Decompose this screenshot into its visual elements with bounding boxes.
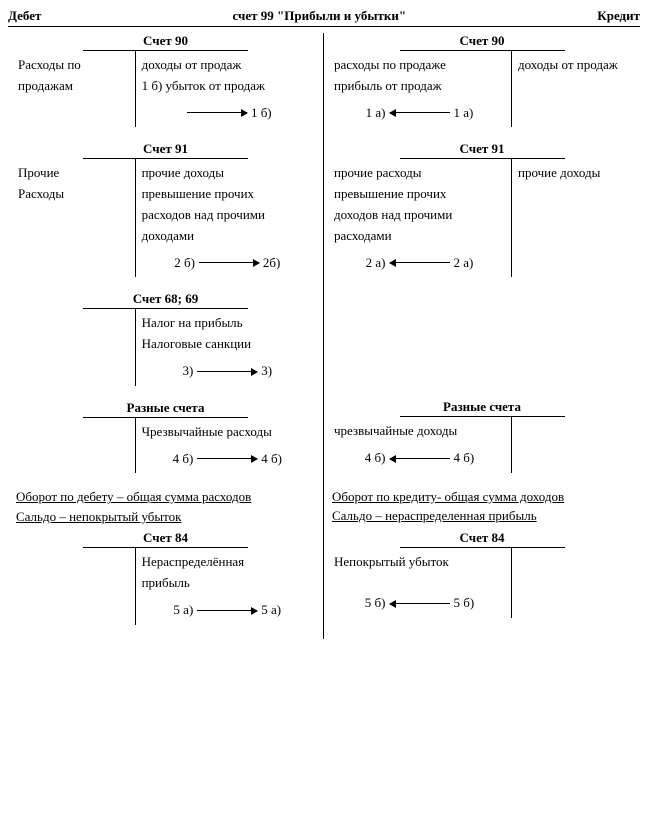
debit-misc-accounts: Разные счета Чрезвычайные расходы 4 б) 4… xyxy=(16,400,315,474)
t-left: прочие расходы превышение прочих доходов… xyxy=(332,159,512,277)
spacer xyxy=(332,291,632,399)
t-left xyxy=(16,548,136,624)
header-title: счет 99 "Прибыли и убытки" xyxy=(233,8,407,24)
arrow-left: 4 б) 4 б) xyxy=(334,448,505,469)
credit-account-84: Счет 84 Непокрытый убыток 5 б) 5 б) xyxy=(332,530,632,618)
debit-account-68-69: Счет 68; 69 Налог на прибыль Налоговые с… xyxy=(16,291,315,385)
arrow-left: 5 б) 5 б) xyxy=(334,593,505,614)
arrow-right: 4 б) 4 б) xyxy=(142,449,313,470)
t-right: доходы от продаж xyxy=(512,51,632,127)
arrow-left: 1 а) 1 а) xyxy=(334,103,505,124)
t-left: Расходы по продажам xyxy=(16,51,136,127)
header-credit: Кредит xyxy=(597,8,640,24)
debit-column: Счет 90 Расходы по продажам доходы от пр… xyxy=(8,33,324,639)
arrow-right: 2 б) 2б) xyxy=(142,253,313,274)
section-title: Разные счета xyxy=(83,400,247,418)
t-right: доходы от продаж 1 б) убыток от продаж 1… xyxy=(136,51,315,127)
debit-account-91: Счет 91 Прочие Расходы прочие доходы пре… xyxy=(16,141,315,277)
t-left xyxy=(16,418,136,474)
t-right: Налог на прибыль Налоговые санкции 3) 3) xyxy=(136,309,315,385)
credit-misc-accounts: Разные счета чрезвычайные доходы 4 б) 4 … xyxy=(332,399,632,473)
section-title: Счет 90 xyxy=(83,33,247,51)
t-left: Прочие Расходы xyxy=(16,159,136,277)
arrow-right: 1 б) xyxy=(142,103,313,124)
t-left: Непокрытый убыток 5 б) 5 б) xyxy=(332,548,512,618)
credit-account-91: Счет 91 прочие расходы превышение прочих… xyxy=(332,141,632,277)
arrow-right: 3) 3) xyxy=(142,361,313,382)
t-right: прочие доходы xyxy=(512,159,632,277)
debit-summary: Оборот по дебету – общая сумма расходов … xyxy=(16,487,315,526)
debit-account-84: Счет 84 Нераспределённая прибыль 5 а) 5 … xyxy=(16,530,315,624)
t-left xyxy=(16,309,136,385)
t-right: прочие доходы превышение прочих расходов… xyxy=(136,159,315,277)
section-title: Счет 84 xyxy=(83,530,247,548)
credit-summary: Оборот по кредиту- общая сумма доходов С… xyxy=(332,487,632,526)
credit-account-90: Счет 90 расходы по продаже прибыль от пр… xyxy=(332,33,632,127)
page-header: Дебет счет 99 "Прибыли и убытки" Кредит xyxy=(8,8,640,27)
section-title: Счет 84 xyxy=(400,530,565,548)
t-right: Чрезвычайные расходы 4 б) 4 б) xyxy=(136,418,315,474)
credit-column: Счет 90 расходы по продаже прибыль от пр… xyxy=(324,33,640,639)
debit-account-90: Счет 90 Расходы по продажам доходы от пр… xyxy=(16,33,315,127)
arrow-left: 2 а) 2 а) xyxy=(334,253,505,274)
arrow-right: 5 а) 5 а) xyxy=(142,600,313,621)
main-columns: Счет 90 Расходы по продажам доходы от пр… xyxy=(8,33,640,639)
section-title: Счет 91 xyxy=(83,141,247,159)
t-left: расходы по продаже прибыль от продаж 1 а… xyxy=(332,51,512,127)
t-right xyxy=(512,548,632,618)
t-right xyxy=(512,417,632,473)
section-title: Счет 90 xyxy=(400,33,565,51)
t-right: Нераспределённая прибыль 5 а) 5 а) xyxy=(136,548,315,624)
t-left: чрезвычайные доходы 4 б) 4 б) xyxy=(332,417,512,473)
header-debit: Дебет xyxy=(8,8,41,24)
section-title: Разные счета xyxy=(400,399,565,417)
section-title: Счет 68; 69 xyxy=(83,291,247,309)
section-title: Счет 91 xyxy=(400,141,565,159)
